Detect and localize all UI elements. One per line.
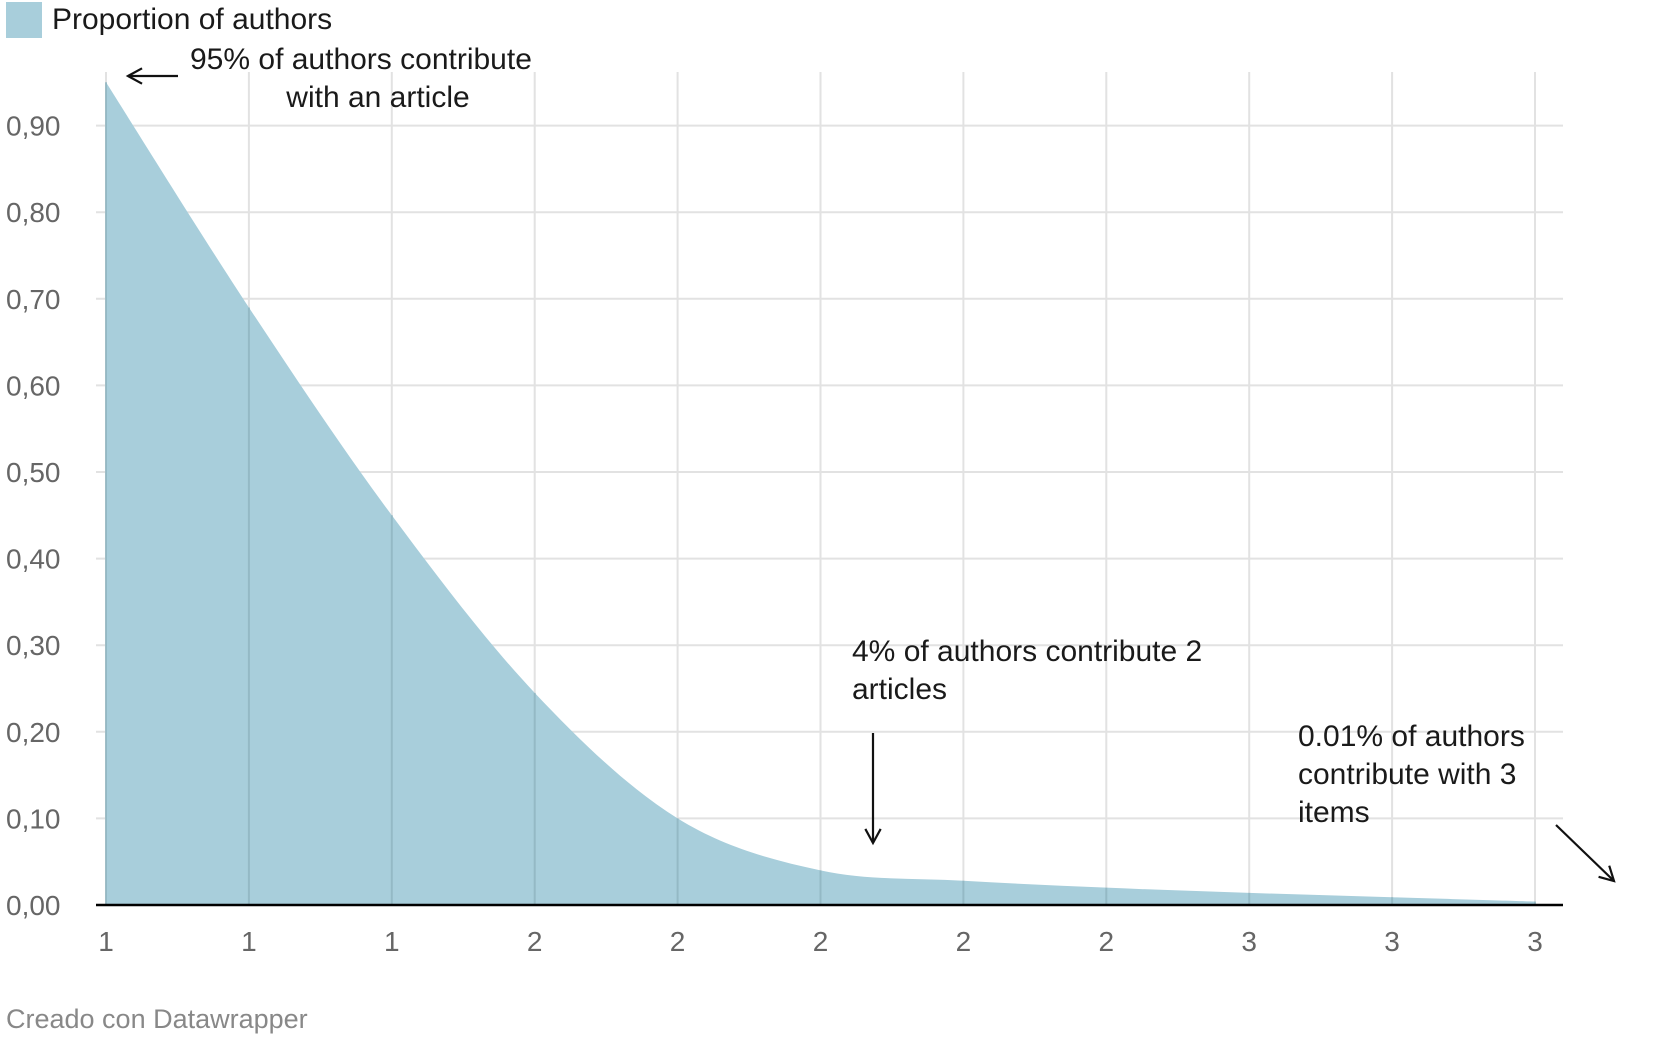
y-tick-label: 0,10 [6,803,61,834]
annotation: 95% of authors contribute with an article [125,43,532,114]
x-tick-label: 2 [527,926,543,957]
annotation-text: articles [852,673,947,706]
area-fill [106,82,1535,906]
x-tick-label: 1 [98,926,114,957]
annotation-text: items [1298,796,1370,829]
legend: Proportion of authors [6,2,332,38]
legend-swatch [6,2,42,38]
footer-credit: Creado con Datawrapper [6,1004,308,1034]
arrowhead-icon [125,67,143,85]
y-tick-label: 0,40 [6,544,61,575]
x-tick-label: 2 [956,926,972,957]
annotation: 0.01% of authors contribute with 3 items [1298,720,1616,883]
x-tick-label: 2 [813,926,829,957]
y-tick-label: 0,80 [6,197,61,228]
x-tick-label: 3 [1241,926,1257,957]
grid [96,72,1563,905]
area-series [106,82,1535,906]
y-tick-label: 0,50 [6,457,61,488]
annotation-arrow [1555,824,1615,882]
legend-label: Proportion of authors [52,3,332,36]
y-tick-label: 0,90 [6,111,61,142]
x-tick-label: 2 [670,926,686,957]
x-tick-label: 1 [384,926,400,957]
x-tick-label: 1 [241,926,257,957]
x-tick-label: 2 [1099,926,1115,957]
x-tick-label: 3 [1384,926,1400,957]
y-tick-label: 0,30 [6,630,61,661]
annotation: 4% of authors contribute 2 articles [852,635,1202,846]
annotation-text: 4% of authors contribute 2 [852,635,1202,668]
arrowhead-icon [1598,865,1616,883]
arrowhead-icon [864,828,882,846]
x-tick-label: 3 [1527,926,1543,957]
overlay-gridlines [105,82,1536,905]
annotation-text: contribute with 3 [1298,758,1516,791]
y-tick-label: 0,70 [6,284,61,315]
annotation-text: 95% of authors contribute [190,43,532,76]
annotations: 95% of authors contribute with an article… [125,43,1616,883]
axes: 0,00 0,10 0,20 0,30 0,40 0,50 0,60 0,70 0,80 0,90… [6,111,1563,957]
annotation-text: 0.01% of authors [1298,720,1525,753]
y-tick-label: 0,00 [6,890,61,921]
y-tick-label: 0,20 [6,717,61,748]
annotation-text: with an article [285,81,469,114]
y-tick-label: 0,60 [6,370,61,401]
